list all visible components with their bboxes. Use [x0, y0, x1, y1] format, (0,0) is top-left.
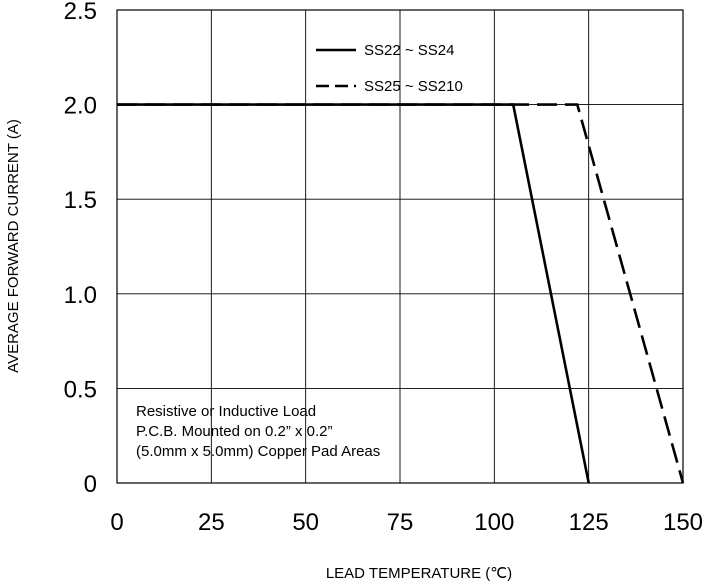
y-tick-label: 0: [84, 471, 97, 498]
annotation-line: P.C.B. Mounted on 0.2” x 0.2”: [136, 423, 333, 440]
x-tick-label: 25: [198, 509, 225, 536]
y-tick-label: 2.0: [64, 93, 97, 120]
x-tick-label: 75: [387, 509, 414, 536]
annotation-line: (5.0mm x 5.0mm) Copper Pad Areas: [136, 443, 380, 460]
y-tick-label: 2.5: [64, 0, 97, 25]
x-tick-label: 50: [292, 509, 319, 536]
y-axis-label: AVERAGE FORWARD CURRENT (A): [5, 119, 22, 373]
series-line-dashed: [117, 103, 685, 484]
x-tick-label: 100: [474, 509, 514, 536]
legend: SS22 ~ SS24 SS25 ~ SS210: [316, 42, 463, 95]
y-tick-label: 0.5: [64, 376, 97, 403]
x-tick-label: 125: [569, 509, 609, 536]
x-tick-label: 150: [663, 509, 703, 536]
y-tick-label: 1.0: [64, 282, 97, 309]
annotation-text: Resistive or Inductive Load P.C.B. Mounte…: [136, 403, 380, 460]
y-tick-label: 1.5: [64, 187, 97, 214]
legend-label: SS25 ~ SS210: [364, 78, 463, 95]
x-axis-label: LEAD TEMPERATURE (℃): [326, 565, 512, 582]
x-tick-labels: 0 25 50 75 100 125 150: [110, 509, 703, 536]
legend-label: SS22 ~ SS24: [364, 42, 454, 59]
y-tick-labels: 0 0.5 1.0 1.5 2.0 2.5: [64, 0, 97, 498]
annotation-line: Resistive or Inductive Load: [136, 403, 316, 420]
series-lines: [117, 103, 685, 484]
x-tick-label: 0: [110, 509, 123, 536]
plot-frame: [116, 9, 684, 484]
